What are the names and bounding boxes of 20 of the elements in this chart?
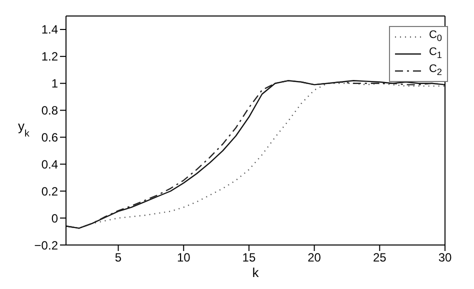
x-tick-label: 30 [438, 250, 452, 265]
y-axis-title: y$_{k}$ [18, 118, 30, 139]
x-tick-label: 25 [372, 250, 387, 265]
x-tick-label: 5 [114, 250, 122, 265]
x-tick-label: 10 [176, 250, 191, 265]
y-tick-label: 1.2 [41, 50, 58, 64]
x-tick-label: 20 [308, 250, 322, 265]
legend-label: C$_{1}$ [428, 45, 442, 62]
legend-label: C$_{0}$ [428, 28, 442, 46]
y-tick-label: −0.2 [34, 238, 58, 252]
y-tick-label: 1.4 [41, 22, 58, 37]
y-tick-label: 1 [51, 76, 58, 91]
y-tick-label: 0.4 [41, 157, 58, 172]
legend-label: C$_{2}$ [428, 62, 442, 80]
y-tick-label: 0 [51, 211, 58, 226]
x-axis-title: k [252, 265, 260, 280]
y-tick-label: 0.6 [41, 130, 58, 144]
x-tick-label: 15 [242, 250, 256, 265]
y-tick-label: 0.2 [41, 184, 58, 198]
y-tick-label: 0.8 [41, 104, 58, 118]
